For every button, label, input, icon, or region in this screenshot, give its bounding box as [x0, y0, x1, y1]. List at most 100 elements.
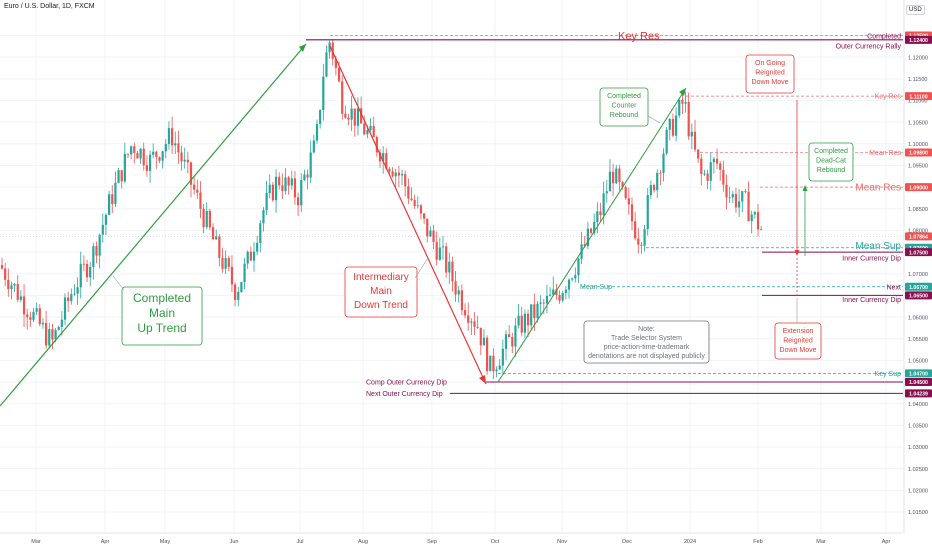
candle-body [322, 76, 325, 111]
price-tag-label: 1.06500 [909, 294, 928, 300]
candle-body [22, 296, 26, 315]
candle-body [19, 296, 22, 300]
ongoing-down-arrowhead [794, 250, 800, 256]
candle-body [404, 174, 407, 187]
next-outer-dip-label: Next Outer Currency Dip [366, 391, 443, 398]
price-tag-label: 1.04500 [909, 380, 928, 386]
candle-body [624, 187, 627, 199]
candle-body [467, 315, 470, 323]
candle-body [101, 224, 104, 235]
candle-body [397, 172, 400, 176]
counter-rebound-pointer [647, 115, 661, 124]
candle-body [463, 310, 467, 316]
candle-body [10, 285, 13, 290]
candle-body [438, 247, 441, 260]
candle-body [278, 176, 281, 186]
candle-body [60, 319, 63, 327]
candle-body [504, 334, 508, 349]
candle-body [545, 295, 549, 304]
candle-body [256, 242, 259, 252]
candle-body [662, 153, 665, 173]
candle-body [637, 238, 640, 245]
candle-body [199, 192, 202, 209]
candle-body [347, 117, 350, 120]
up-trend-pointer [112, 275, 125, 291]
candle-body [164, 144, 167, 152]
down-trend-annotation-box [344, 266, 418, 318]
price-tag [905, 248, 932, 257]
ongoing-annotation-box [745, 54, 795, 94]
candle-body [618, 168, 621, 183]
candle-body [508, 334, 511, 338]
price-tag-label: 1.09000 [909, 185, 928, 191]
candle-body [675, 115, 678, 136]
candle-body [4, 268, 7, 280]
price-tag [905, 148, 932, 157]
candle-body [511, 337, 514, 347]
candle-body [659, 172, 662, 174]
candle-body [297, 197, 300, 206]
candle-body [621, 182, 624, 188]
key-res-top-label: Key Res [618, 30, 660, 42]
candle-body [341, 81, 344, 114]
candle-body [183, 159, 186, 162]
candle-body [196, 189, 199, 193]
down-trend-line [329, 45, 487, 385]
candle-body [224, 258, 227, 269]
price-axis[interactable]: 1.01500 1.02000 1.02500 1.03000 1.03500 1.040… [903, 0, 932, 533]
down-trend-annotation-text: Down Trend [354, 300, 408, 311]
candle-body [360, 108, 363, 124]
candle-body [457, 290, 460, 295]
comp-outer-dip-label: Comp Outer Currency Dip [366, 380, 447, 387]
candle-body [407, 186, 410, 199]
x-tick-label: Sep [427, 539, 437, 545]
candle-body [303, 174, 306, 181]
candle-body [193, 184, 196, 190]
candle-body [561, 293, 564, 301]
time-axis[interactable]: Mar Apr May Jun Jul Aug Sep Oct Nov Dec 2024 Feb Mar… [0, 532, 903, 545]
price-tag-label: 1.09800 [909, 151, 928, 157]
mean-sup-left-label: Mean Sup [580, 284, 612, 291]
candle-body [82, 263, 85, 265]
candle-body [419, 205, 423, 214]
price-tag-label: 1.06700 [909, 285, 928, 291]
candle-body [608, 171, 612, 192]
down-trend-annotation-text: Main [370, 286, 392, 297]
y-tick-label: 1.03500 [908, 424, 928, 430]
candle-body [378, 152, 382, 162]
x-tick-label: Mar [31, 539, 41, 545]
candle-body [741, 191, 744, 202]
candle-body [448, 261, 451, 273]
y-tick-label: 1.11500 [908, 77, 927, 83]
y-tick-label: 1.09500 [908, 164, 928, 170]
y-tick-label: 1.02000 [908, 489, 928, 495]
candle-body [45, 322, 48, 346]
candle-body [230, 266, 234, 285]
candle-body [602, 193, 605, 216]
candle-body [0, 265, 4, 269]
candle-body [549, 294, 552, 296]
candle-body [26, 314, 29, 318]
candle-body [498, 365, 501, 370]
candle-body [652, 185, 656, 191]
y-tick-label: 1.10000 [908, 142, 928, 148]
candle-body [552, 289, 555, 295]
candle-body [517, 315, 520, 326]
candle-body [205, 210, 208, 228]
down-trend-annotation-text: Intermediary [353, 272, 409, 283]
candle-body [429, 230, 432, 237]
candle-body [388, 168, 391, 172]
candle-body [681, 99, 684, 104]
candle-body [366, 130, 369, 135]
price-tag [905, 183, 932, 192]
candle-body [328, 42, 331, 53]
candle-body [38, 308, 41, 325]
currency-badge[interactable]: USD [906, 5, 925, 15]
x-tick-label: Dec [622, 539, 632, 545]
candle-body [394, 172, 397, 177]
candle-body [706, 173, 709, 181]
candle-body [460, 290, 463, 311]
candle-body [734, 194, 738, 208]
candle-body [678, 99, 681, 116]
